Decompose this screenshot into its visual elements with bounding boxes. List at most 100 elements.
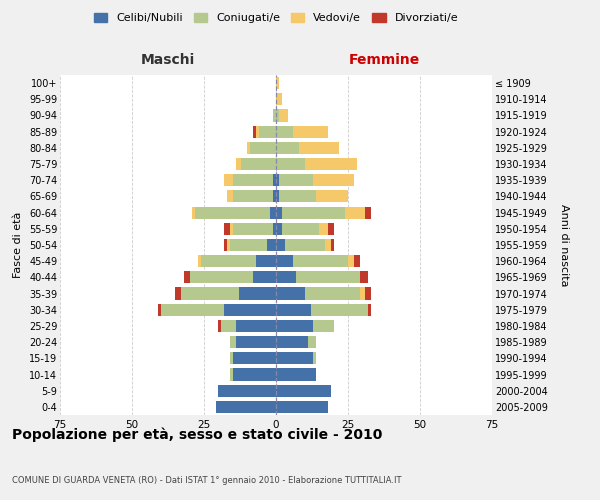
Y-axis label: Anni di nascita: Anni di nascita	[559, 204, 569, 286]
Bar	[313, 174, 354, 186]
Text: COMUNE DI GUARDA VENETA (RO) - Dati ISTAT 1° gennaio 2010 - Elaborazione TUTTITA: COMUNE DI GUARDA VENETA (RO) - Dati ISTA…	[12, 476, 401, 485]
Bar	[305, 288, 359, 300]
Bar	[227, 239, 230, 251]
Bar	[256, 255, 276, 268]
Bar	[233, 222, 273, 235]
Bar	[233, 190, 273, 202]
Bar	[256, 126, 259, 138]
Text: Maschi: Maschi	[141, 54, 195, 68]
Bar	[359, 272, 368, 283]
Bar	[276, 288, 305, 300]
Legend: Celibi/Nubili, Coniugati/e, Vedovi/e, Divorziati/e: Celibi/Nubili, Coniugati/e, Vedovi/e, Di…	[89, 8, 463, 28]
Bar	[299, 142, 340, 154]
Bar	[233, 174, 273, 186]
Bar	[276, 239, 284, 251]
Bar	[230, 222, 233, 235]
Bar	[293, 255, 348, 268]
Bar	[365, 288, 371, 300]
Bar	[253, 126, 256, 138]
Bar	[282, 222, 319, 235]
Bar	[368, 304, 371, 316]
Bar	[276, 93, 282, 106]
Bar	[230, 239, 268, 251]
Bar	[224, 239, 227, 251]
Bar	[273, 110, 276, 122]
Bar	[276, 352, 313, 364]
Bar	[190, 272, 253, 283]
Bar	[276, 158, 305, 170]
Bar	[224, 304, 276, 316]
Bar	[308, 336, 316, 348]
Bar	[236, 158, 241, 170]
Bar	[270, 206, 276, 218]
Bar	[279, 110, 287, 122]
Bar	[276, 222, 282, 235]
Bar	[328, 222, 334, 235]
Bar	[273, 174, 276, 186]
Bar	[354, 255, 359, 268]
Bar	[233, 368, 276, 380]
Bar	[227, 190, 233, 202]
Bar	[296, 272, 359, 283]
Bar	[193, 206, 196, 218]
Bar	[276, 272, 296, 283]
Bar	[218, 320, 221, 332]
Bar	[331, 239, 334, 251]
Bar	[241, 158, 276, 170]
Bar	[276, 110, 279, 122]
Bar	[345, 206, 365, 218]
Bar	[284, 239, 325, 251]
Bar	[313, 352, 316, 364]
Text: Popolazione per età, sesso e stato civile - 2010: Popolazione per età, sesso e stato civil…	[12, 428, 382, 442]
Bar	[276, 142, 299, 154]
Bar	[218, 384, 276, 397]
Bar	[282, 206, 345, 218]
Bar	[253, 272, 276, 283]
Bar	[325, 239, 331, 251]
Bar	[273, 222, 276, 235]
Bar	[250, 142, 276, 154]
Bar	[276, 336, 308, 348]
Bar	[236, 336, 276, 348]
Y-axis label: Fasce di età: Fasce di età	[13, 212, 23, 278]
Bar	[239, 288, 276, 300]
Bar	[230, 352, 233, 364]
Bar	[311, 304, 368, 316]
Bar	[181, 288, 239, 300]
Bar	[276, 255, 293, 268]
Bar	[276, 126, 293, 138]
Bar	[259, 126, 276, 138]
Bar	[293, 126, 328, 138]
Bar	[279, 190, 316, 202]
Bar	[201, 255, 256, 268]
Bar	[158, 304, 161, 316]
Bar	[276, 174, 279, 186]
Bar	[348, 255, 354, 268]
Bar	[313, 320, 334, 332]
Bar	[247, 142, 250, 154]
Bar	[365, 206, 371, 218]
Bar	[316, 190, 348, 202]
Bar	[224, 174, 233, 186]
Bar	[268, 239, 276, 251]
Bar	[276, 401, 328, 413]
Bar	[215, 401, 276, 413]
Bar	[276, 304, 311, 316]
Bar	[273, 190, 276, 202]
Bar	[276, 190, 279, 202]
Bar	[276, 77, 279, 89]
Bar	[305, 158, 356, 170]
Bar	[233, 352, 276, 364]
Bar	[276, 206, 282, 218]
Bar	[196, 206, 270, 218]
Bar	[276, 320, 313, 332]
Bar	[276, 368, 316, 380]
Bar	[319, 222, 328, 235]
Bar	[184, 272, 190, 283]
Bar	[198, 255, 201, 268]
Bar	[236, 320, 276, 332]
Bar	[279, 174, 313, 186]
Bar	[359, 288, 365, 300]
Bar	[224, 222, 230, 235]
Bar	[221, 320, 236, 332]
